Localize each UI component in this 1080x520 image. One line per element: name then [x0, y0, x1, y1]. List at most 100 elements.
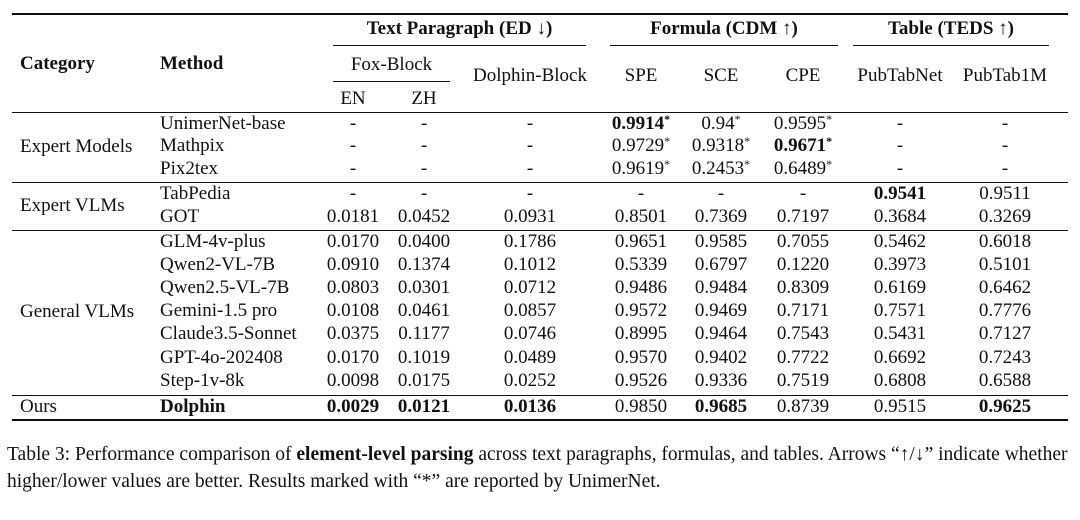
value-cell: 0.0098 — [326, 370, 380, 391]
value-cell: 0.0746 — [503, 323, 557, 344]
value-cell: - — [896, 135, 904, 156]
value-cell: 0.9511 — [979, 183, 1031, 204]
value-cell: 0.5101 — [978, 254, 1032, 275]
value-cell: 0.9685 — [694, 396, 748, 417]
method-cell: GLM-4v-plus — [160, 231, 266, 252]
value-cell: - — [420, 113, 428, 134]
value-cell: 0.6462 — [978, 277, 1032, 298]
value-cell: 0.8995 — [614, 323, 668, 344]
value-cell: 0.9595* — [773, 112, 833, 134]
header-text-paragraph: Text Paragraph (ED ↓) — [366, 18, 553, 39]
text-group-underline — [333, 45, 586, 46]
header-sce: SCE — [703, 65, 739, 86]
section-rule-3 — [12, 395, 1068, 396]
value-cell: - — [349, 135, 357, 156]
value-cell: 0.6808 — [873, 370, 927, 391]
method-cell: TabPedia — [160, 183, 231, 204]
method-cell: Gemini-1.5 pro — [160, 300, 278, 321]
value-cell: 0.6489* — [773, 157, 833, 179]
value-cell: 0.7369 — [694, 206, 748, 227]
category-cell: General VLMs — [20, 301, 135, 322]
method-cell: Step-1v-8k — [160, 370, 245, 391]
value-cell: 0.9486 — [614, 277, 668, 298]
value-cell: 0.5431 — [873, 323, 927, 344]
value-cell: 0.9729* — [611, 134, 671, 156]
value-cell: 0.9585 — [694, 231, 748, 252]
value-cell: 0.6169 — [873, 277, 927, 298]
value-cell: - — [420, 183, 428, 204]
value-cell: - — [717, 183, 725, 204]
header-fox-block: Fox-Block — [350, 54, 433, 75]
value-cell: 0.3269 — [978, 206, 1032, 227]
value-cell: 0.3684 — [873, 206, 927, 227]
category-cell: Ours — [20, 396, 57, 417]
value-cell: 0.8739 — [776, 396, 830, 417]
value-cell: 0.1177 — [398, 323, 450, 344]
top-rule — [12, 13, 1068, 15]
method-cell: Qwen2-VL-7B — [160, 254, 276, 275]
value-cell: 0.7171 — [776, 300, 830, 321]
value-cell: 0.0857 — [503, 300, 557, 321]
method-cell: GPT-4o-202408 — [160, 347, 283, 368]
value-cell: 0.9318* — [691, 134, 751, 156]
value-cell: 0.9619* — [611, 157, 671, 179]
method-cell: Claude3.5-Sonnet — [160, 323, 297, 344]
method-cell: Dolphin — [160, 396, 226, 417]
value-cell: 0.6797 — [694, 254, 748, 275]
value-cell: 0.1019 — [397, 347, 451, 368]
value-cell: 0.0931 — [503, 206, 557, 227]
table-group-underline — [853, 45, 1049, 46]
method-cell: Mathpix — [160, 135, 225, 156]
value-cell: - — [896, 113, 904, 134]
section-rule-2 — [12, 230, 1068, 231]
value-cell: - — [1001, 158, 1009, 179]
value-cell: 0.0461 — [397, 300, 451, 321]
header-spe: SPE — [624, 65, 658, 86]
value-cell: 0.9850 — [614, 396, 668, 417]
method-cell: Qwen2.5-VL-7B — [160, 277, 290, 298]
method-cell: Pix2tex — [160, 158, 219, 179]
value-cell: 0.9625 — [978, 396, 1032, 417]
fox-block-underline — [333, 81, 450, 82]
value-cell: 0.0400 — [397, 231, 451, 252]
caption-bold: element-level parsing — [296, 444, 474, 465]
value-cell: 0.7543 — [776, 323, 830, 344]
method-cell: UnimerNet-base — [160, 113, 286, 134]
category-cell: Expert VLMs — [20, 195, 125, 216]
value-cell: 0.3973 — [873, 254, 927, 275]
value-cell: 0.5339 — [614, 254, 668, 275]
value-cell: 0.8501 — [614, 206, 668, 227]
section-rule-1 — [12, 182, 1068, 183]
header-table: Table (TEDS ↑) — [888, 18, 1014, 39]
header-dolphin-block: Dolphin-Block — [473, 65, 587, 86]
caption-prefix: Table 3: Performance comparison of — [7, 444, 297, 465]
value-cell: 0.0910 — [326, 254, 380, 275]
value-cell: 0.9336 — [694, 370, 748, 391]
value-cell: 0.0452 — [397, 206, 451, 227]
value-cell: 0.0170 — [326, 231, 380, 252]
value-cell: 0.0108 — [326, 300, 380, 321]
table-caption: Table 3: Performance comparison of eleme… — [7, 441, 1073, 495]
header-cpe: CPE — [785, 65, 821, 86]
value-cell: 0.7519 — [776, 370, 830, 391]
header-pubtab1m: PubTab1M — [962, 65, 1048, 86]
value-cell: - — [526, 113, 534, 134]
value-cell: 0.6018 — [978, 231, 1032, 252]
value-cell: 0.1220 — [776, 254, 830, 275]
value-cell: 0.6692 — [873, 347, 927, 368]
value-cell: 0.7571 — [873, 300, 927, 321]
value-cell: 0.0375 — [326, 323, 380, 344]
value-cell: 0.9469 — [694, 300, 748, 321]
header-rule — [12, 112, 1068, 113]
bottom-rule — [12, 419, 1068, 421]
value-cell: 0.0712 — [503, 277, 557, 298]
value-cell: 0.0301 — [397, 277, 451, 298]
header-en: EN — [340, 88, 366, 109]
value-cell: 0.9515 — [873, 396, 927, 417]
header-pubtabnet: PubTabNet — [857, 65, 943, 86]
value-cell: - — [1001, 135, 1009, 156]
value-cell: 0.0803 — [326, 277, 380, 298]
value-cell: 0.0029 — [326, 396, 380, 417]
header-category: Category — [20, 53, 95, 74]
